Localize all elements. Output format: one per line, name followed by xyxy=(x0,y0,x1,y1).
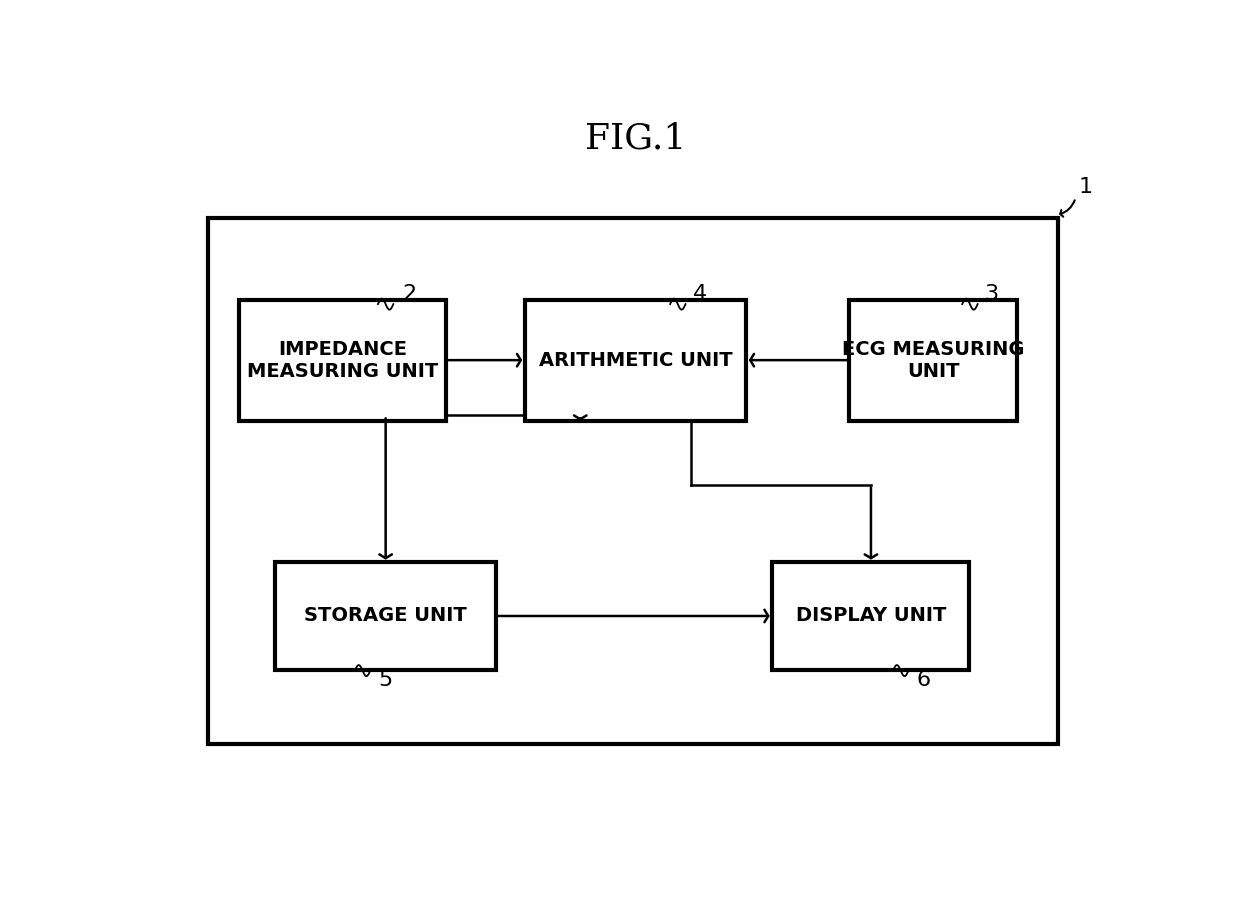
Text: 1: 1 xyxy=(1079,177,1092,198)
Bar xyxy=(208,218,1058,744)
Text: STORAGE UNIT: STORAGE UNIT xyxy=(304,606,467,626)
Text: IMPEDANCE
MEASURING UNIT: IMPEDANCE MEASURING UNIT xyxy=(247,339,438,381)
Bar xyxy=(773,562,970,670)
Text: 4: 4 xyxy=(693,285,707,304)
Text: 2: 2 xyxy=(403,285,417,304)
Text: 5: 5 xyxy=(378,670,393,690)
Bar xyxy=(525,300,746,420)
Text: FIG.1: FIG.1 xyxy=(585,122,686,156)
Bar xyxy=(275,562,496,670)
Bar xyxy=(239,300,445,420)
Bar xyxy=(849,300,1018,420)
Text: ECG MEASURING
UNIT: ECG MEASURING UNIT xyxy=(842,339,1024,381)
Text: ARITHMETIC UNIT: ARITHMETIC UNIT xyxy=(538,350,733,370)
Text: DISPLAY UNIT: DISPLAY UNIT xyxy=(796,606,946,626)
Text: 3: 3 xyxy=(985,285,998,304)
Text: 6: 6 xyxy=(916,670,931,690)
